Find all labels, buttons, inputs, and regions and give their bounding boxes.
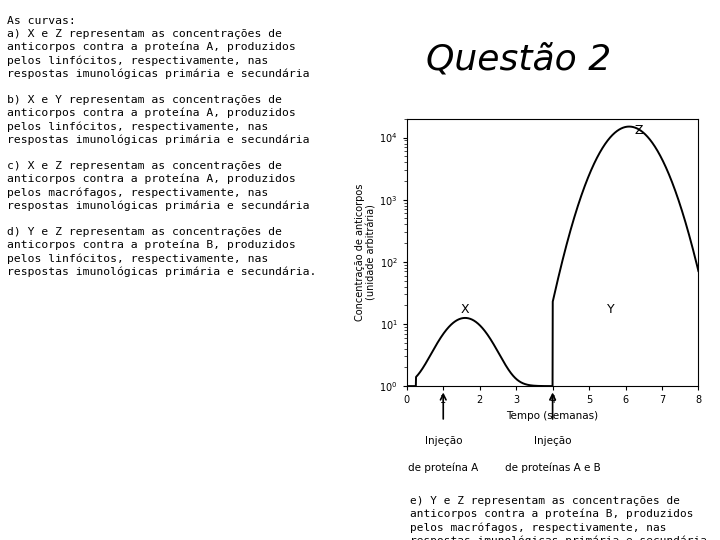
Text: As curvas:
a) X e Z representam as concentrações de
anticorpos contra a proteína: As curvas: a) X e Z representam as conce…: [7, 16, 317, 277]
Text: Y: Y: [607, 303, 615, 316]
Text: X: X: [461, 303, 469, 316]
Text: Injeção: Injeção: [425, 436, 462, 447]
Y-axis label: Concentração de anticorpos
(unidade arbitrária): Concentração de anticorpos (unidade arbi…: [355, 184, 377, 321]
Text: Injeção: Injeção: [534, 436, 572, 447]
Text: de proteína A: de proteína A: [408, 463, 478, 473]
Text: e) Y e Z representam as concentrações de
anticorpos contra a proteína B, produzi: e) Y e Z representam as concentrações de…: [410, 496, 714, 540]
Text: Questão 2: Questão 2: [426, 43, 611, 76]
Text: de proteínas A e B: de proteínas A e B: [505, 463, 600, 473]
Text: Z: Z: [634, 124, 642, 137]
X-axis label: Tempo (semanas): Tempo (semanas): [507, 411, 598, 421]
